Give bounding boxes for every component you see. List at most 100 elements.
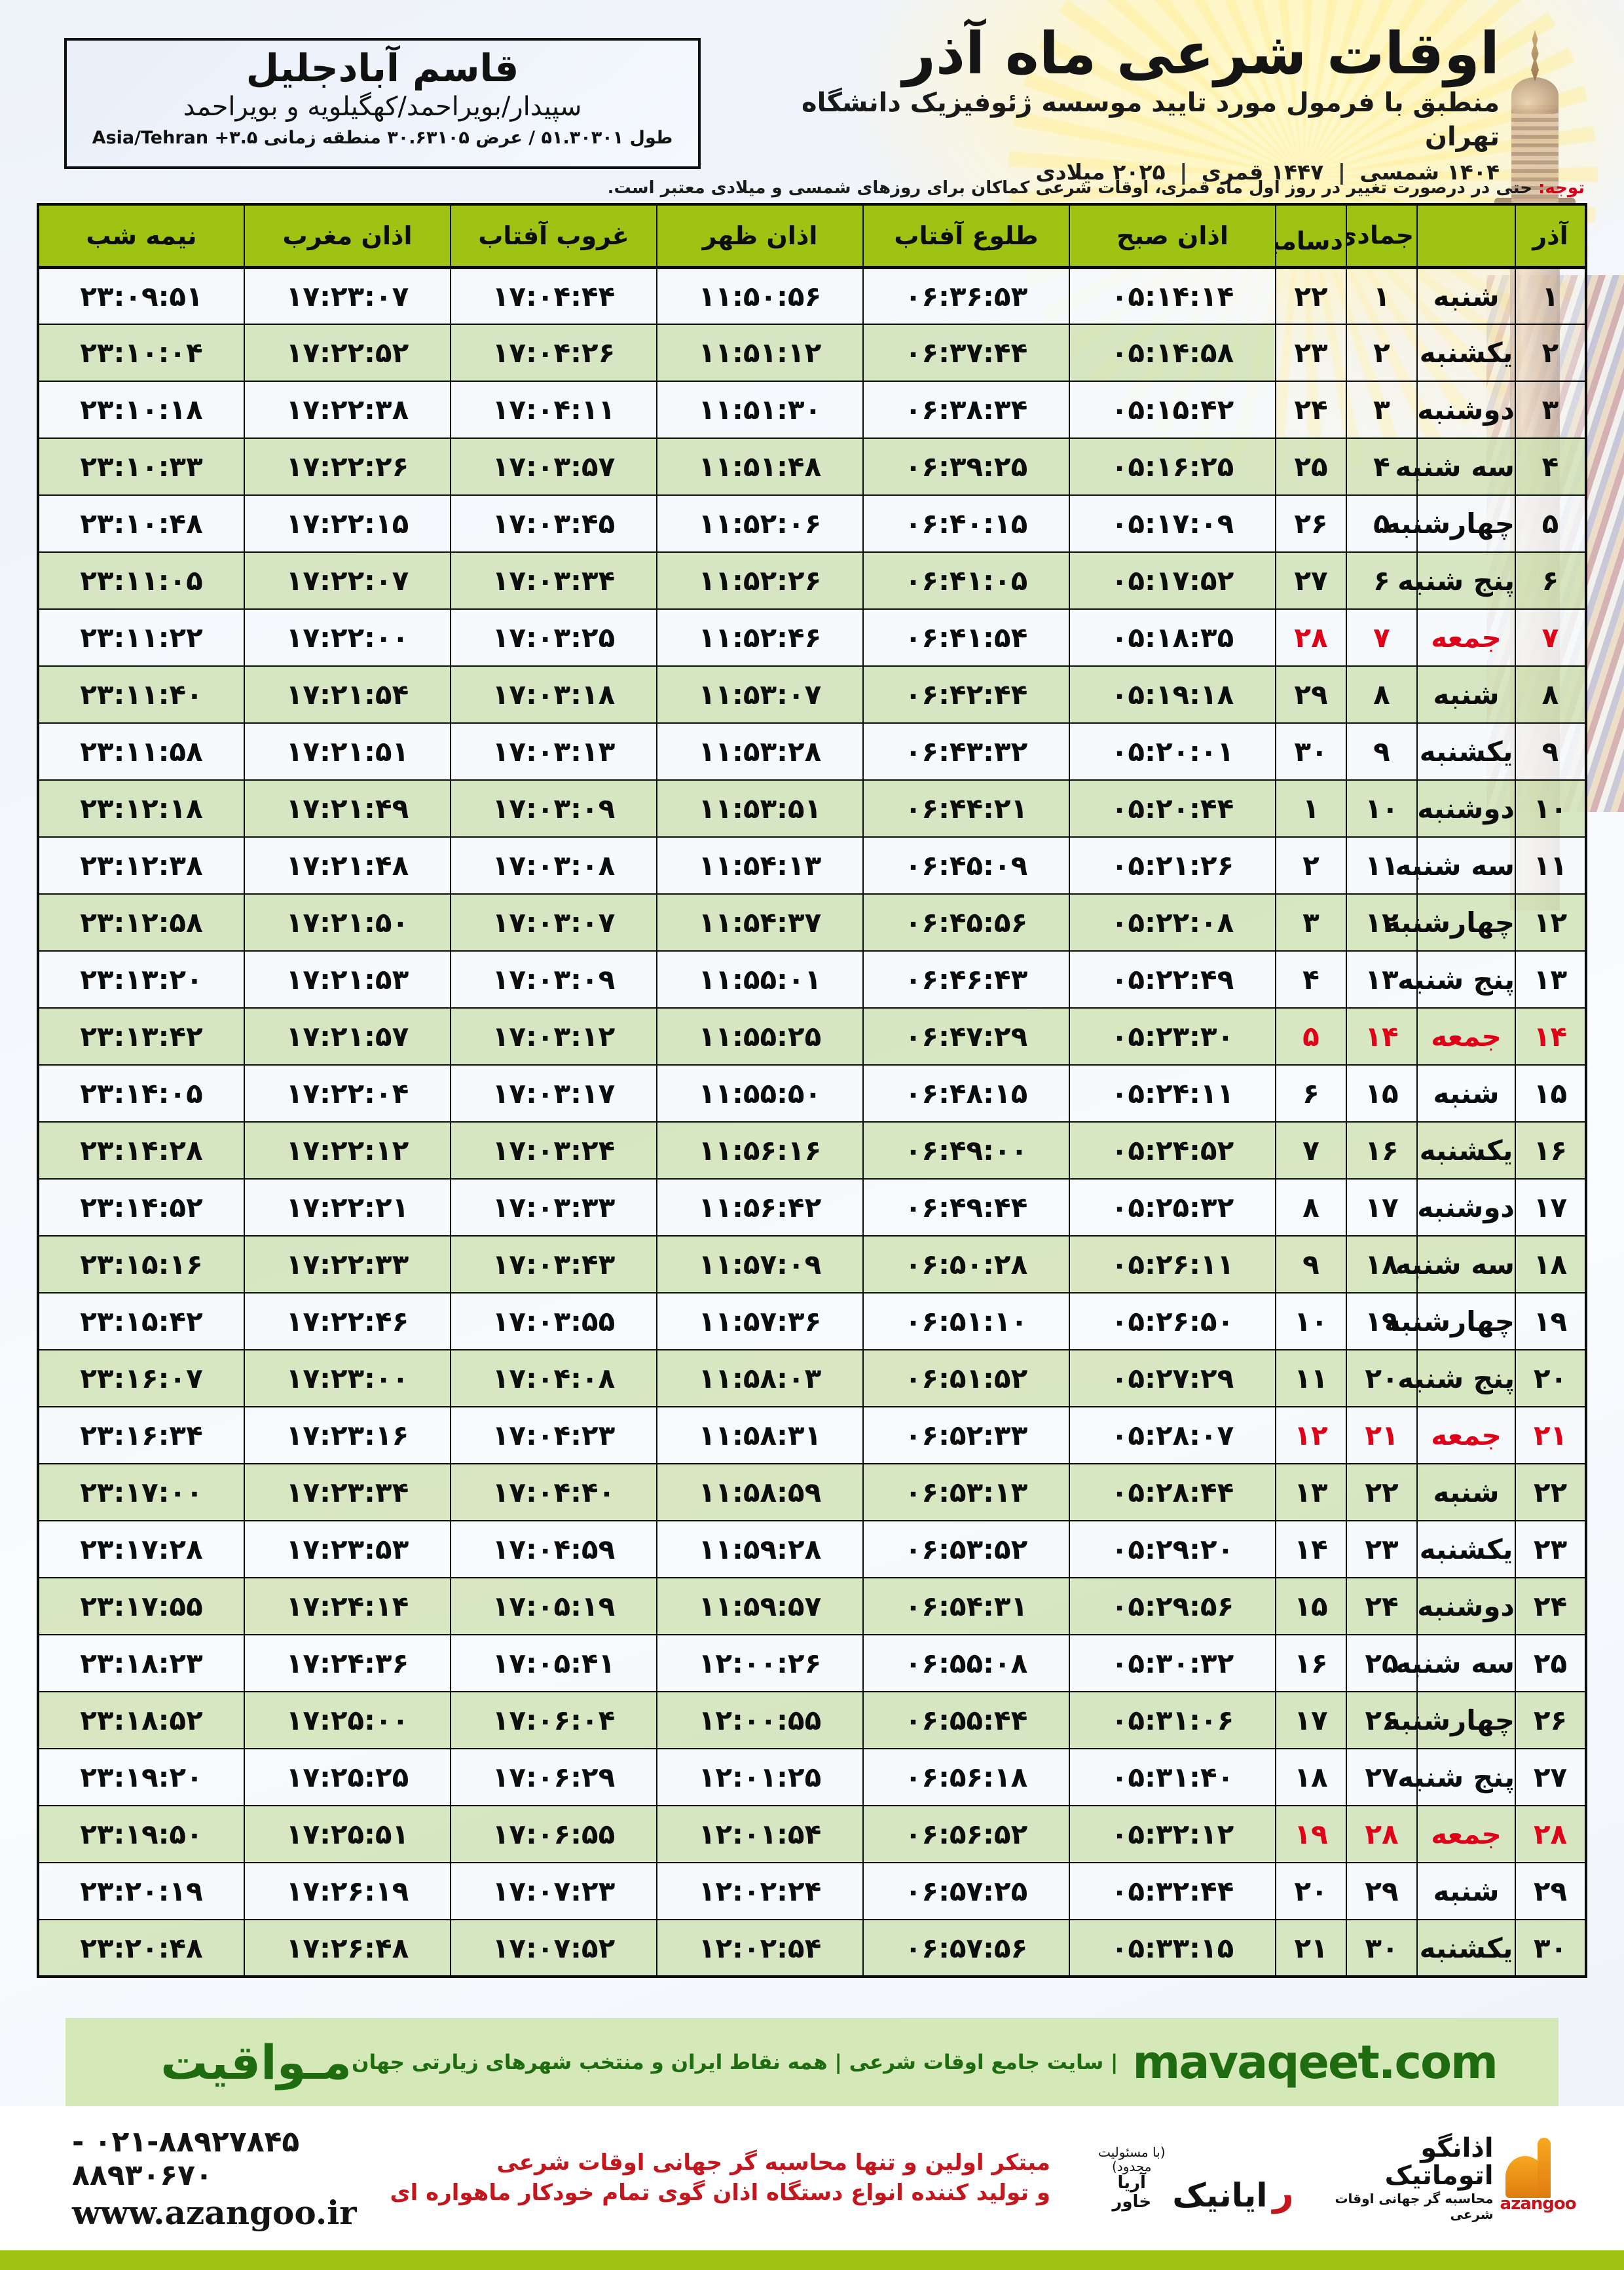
- cell-fajr: ۰۵:۲۰:۰۱: [1069, 722, 1276, 781]
- cell-sunrise: ۰۶:۴۱:۵۴: [862, 608, 1070, 667]
- contact-phone[interactable]: ۰۲۱-۸۸۹۲۷۸۴۵ - ۸۸۹۳۰۶۷۰: [72, 2125, 300, 2192]
- column-header-sunrise: طلوع آفتاب: [862, 204, 1070, 269]
- cell-midnight: ۲۳:۱۱:۵۸: [37, 722, 245, 781]
- cell-weekday: شنبه: [1416, 1463, 1516, 1521]
- table-row: ۲۰ پنج شنبه ۲۰ ۱۱ ۰۵:۲۷:۲۹ ۰۶:۵۱:۵۲ ۱۱:۵۸:۰۳ ۱۷…: [37, 1349, 1587, 1407]
- page-header: قاسم آبادجلیل سپیدار/بویراحمد/کهگیلویه و…: [0, 0, 1624, 203]
- cell-greg: ۳: [1275, 893, 1347, 952]
- cell-sunset: ۱۷:۰۳:۱۷: [450, 1064, 657, 1123]
- cell-sunset: ۱۷:۰۴:۴۴: [450, 267, 657, 325]
- cell-sunrise: ۰۶:۴۲:۴۴: [862, 665, 1070, 724]
- cell-sunset: ۱۷:۰۴:۱۱: [450, 381, 657, 439]
- cell-sunset: ۱۷:۰۳:۴۳: [450, 1235, 657, 1293]
- cell-day: ۷: [1515, 608, 1587, 667]
- table-row: ۴ سه شنبه ۴ ۲۵ ۰۵:۱۶:۲۵ ۰۶:۳۹:۲۵ ۱۱:۵۱:۴۸ ۱۷:۰۳…: [37, 437, 1587, 496]
- contact-website[interactable]: www.azangoo.ir: [72, 2193, 357, 2232]
- cell-weekday: دوشنبه: [1416, 779, 1516, 838]
- cell-midnight: ۲۳:۱۲:۱۸: [37, 779, 245, 838]
- cell-maghrib: ۱۷:۲۴:۳۶: [244, 1634, 451, 1692]
- table-row: ۱۶ یکشنبه ۱۶ ۷ ۰۵:۲۴:۵۲ ۰۶:۴۹:۰۰ ۱۱:۵۶:۱۶ ۱۷:۰۳…: [37, 1121, 1587, 1180]
- cell-fajr: ۰۵:۳۱:۰۶: [1069, 1691, 1276, 1749]
- cell-weekday: جمعه: [1416, 1406, 1516, 1464]
- cell-sunrise: ۰۶:۴۸:۱۵: [862, 1064, 1070, 1123]
- table-row: ۵ چهارشنبه ۵ ۲۶ ۰۵:۱۷:۰۹ ۰۶:۴۰:۱۵ ۱۱:۵۲:۰۶ ۱۷:۰…: [37, 494, 1587, 553]
- cell-weekday: شنبه: [1416, 1862, 1516, 1920]
- cell-fajr: ۰۵:۲۱:۲۶: [1069, 836, 1276, 895]
- cell-maghrib: ۱۷:۲۳:۰۷: [244, 267, 451, 325]
- cell-sunset: ۱۷:۰۴:۰۸: [450, 1349, 657, 1407]
- cell-greg: ۱۹: [1275, 1805, 1347, 1863]
- cell-hijri: ۶: [1346, 551, 1418, 610]
- cell-fajr: ۰۵:۲۷:۲۹: [1069, 1349, 1276, 1407]
- table-row: ۱۴ جمعه ۱۴ ۵ ۰۵:۲۳:۳۰ ۰۶:۴۷:۲۹ ۱۱:۵۵:۲۵ ۱۷:۰۳:۱…: [37, 1007, 1587, 1066]
- mosque-icon: azangoo: [1500, 2138, 1577, 2214]
- cell-greg: ۸: [1275, 1178, 1347, 1237]
- cell-weekday: سه شنبه: [1395, 437, 1516, 496]
- cell-hijri: ۱۸: [1346, 1235, 1418, 1293]
- footer-details: azangoo اذانگو اتوماتیک محاسبه گر جهانی …: [0, 2106, 1624, 2250]
- cell-maghrib: ۱۷:۲۲:۰۷: [244, 551, 451, 610]
- azangoo-logo[interactable]: azangoo اذانگو اتوماتیک محاسبه گر جهانی …: [1323, 2134, 1577, 2222]
- cell-day: ۱۹: [1515, 1292, 1587, 1350]
- cell-midnight: ۲۳:۱۰:۰۴: [37, 324, 245, 382]
- cell-hijri: ۲۲: [1346, 1463, 1418, 1521]
- cell-maghrib: ۱۷:۲۲:۱۵: [244, 494, 451, 553]
- cell-sunrise: ۰۶:۴۹:۰۰: [862, 1121, 1070, 1180]
- cell-midnight: ۲۳:۱۱:۲۲: [37, 608, 245, 667]
- cell-fajr: ۰۵:۱۸:۳۵: [1069, 608, 1276, 667]
- cell-sunset: ۱۷:۰۷:۵۲: [450, 1919, 657, 1977]
- cell-weekday: پنج شنبه: [1397, 1748, 1516, 1806]
- cell-midnight: ۲۳:۱۷:۲۸: [37, 1520, 245, 1578]
- city-name: قاسم آبادجلیل: [246, 46, 520, 90]
- cell-sunrise: ۰۶:۵۶:۵۲: [862, 1805, 1070, 1863]
- table-body: ۱ شنبه ۱ ۲۲ ۰۵:۱۴:۱۴ ۰۶:۳۶:۵۳ ۱۱:۵۰:۵۶ ۱۷:۰۴:۴۴…: [37, 267, 1587, 1977]
- cell-sunset: ۱۷:۰۳:۵۷: [450, 437, 657, 496]
- cell-dhuhr: ۱۱:۵۵:۲۵: [656, 1007, 864, 1066]
- cell-fajr: ۰۵:۲۸:۰۷: [1069, 1406, 1276, 1464]
- brand-website-en[interactable]: mavaqeet.com: [1132, 2035, 1498, 2089]
- cell-weekday: شنبه: [1416, 1064, 1516, 1123]
- cell-fajr: ۰۵:۲۴:۱۱: [1069, 1064, 1276, 1123]
- cell-sunrise: ۰۶:۵۵:۰۸: [862, 1634, 1070, 1692]
- cell-weekday: پنج شنبه: [1397, 551, 1516, 610]
- cell-maghrib: ۱۷:۲۳:۰۰: [244, 1349, 451, 1407]
- cell-greg: ۲۹: [1275, 665, 1347, 724]
- cell-dhuhr: ۱۲:۰۰:۲۶: [656, 1634, 864, 1692]
- table-row: ۱ شنبه ۱ ۲۲ ۰۵:۱۴:۱۴ ۰۶:۳۶:۵۳ ۱۱:۵۰:۵۶ ۱۷:۰۴:۴۴…: [37, 267, 1587, 325]
- cell-weekday: یکشنبه: [1416, 1520, 1516, 1578]
- company-slogan: مبتکر اولین و تنها محاسبه گر جهانی اوقات…: [390, 2148, 1050, 2208]
- prayer-times-table-wrapper: آذر جمادی الثانی/نوامبر دسامبر اذان صبح …: [37, 203, 1587, 1978]
- cell-sunrise: ۰۶:۵۱:۵۲: [862, 1349, 1070, 1407]
- table-row: ۳۰ یکشنبه ۳۰ ۲۱ ۰۵:۳۳:۱۵ ۰۶:۵۷:۵۶ ۱۲:۰۲:۵۴ ۱۷:۰…: [37, 1919, 1587, 1977]
- cell-maghrib: ۱۷:۲۵:۲۵: [244, 1748, 451, 1806]
- cell-weekday: سه شنبه: [1395, 1634, 1516, 1692]
- note-label: توجه:: [1538, 178, 1585, 198]
- cell-hijri: ۷: [1346, 608, 1418, 667]
- table-row: ۱۹ چهارشنبه ۱۹ ۱۰ ۰۵:۲۶:۵۰ ۰۶:۵۱:۱۰ ۱۱:۵۷:۳۶ ۱۷…: [37, 1292, 1587, 1350]
- cell-maghrib: ۱۷:۲۱:۵۰: [244, 893, 451, 952]
- cell-midnight: ۲۳:۱۹:۵۰: [37, 1805, 245, 1863]
- cell-dhuhr: ۱۲:۰۲:۲۴: [656, 1862, 864, 1920]
- rayanik-logo[interactable]: ر ایانیک (با مسئولیت محدود) آریا خاور: [1096, 2145, 1294, 2211]
- table-row: ۲۵ سه شنبه ۲۵ ۱۶ ۰۵:۳۰:۳۲ ۰۶:۵۵:۰۸ ۱۲:۰۰:۲۶ ۱۷:…: [37, 1634, 1587, 1692]
- cell-sunrise: ۰۶:۵۷:۲۵: [862, 1862, 1070, 1920]
- table-row: ۱۱ سه شنبه ۱۱ ۲ ۰۵:۲۱:۲۶ ۰۶:۴۵:۰۹ ۱۱:۵۴:۱۳ ۱۷:۰…: [37, 836, 1587, 895]
- cell-sunrise: ۰۶:۵۱:۱۰: [862, 1292, 1070, 1350]
- cell-midnight: ۲۳:۱۱:۴۰: [37, 665, 245, 724]
- cell-day: ۱۰: [1515, 779, 1587, 838]
- cell-sunset: ۱۷:۰۴:۵۹: [450, 1520, 657, 1578]
- cell-dhuhr: ۱۱:۵۳:۵۱: [656, 779, 864, 838]
- cell-hijri: ۸: [1346, 665, 1418, 724]
- cell-fajr: ۰۵:۲۲:۰۸: [1069, 893, 1276, 952]
- table-row: ۲۴ دوشنبه ۲۴ ۱۵ ۰۵:۲۹:۵۶ ۰۶:۵۴:۳۱ ۱۱:۵۹:۵۷ ۱۷:۰…: [37, 1577, 1587, 1635]
- table-row: ۱۲ چهارشنبه ۱۲ ۳ ۰۵:۲۲:۰۸ ۰۶:۴۵:۵۶ ۱۱:۵۴:۳۷ ۱۷:…: [37, 893, 1587, 952]
- cell-day: ۲۰: [1515, 1349, 1587, 1407]
- cell-hijri: ۱۵: [1346, 1064, 1418, 1123]
- cell-dhuhr: ۱۱:۵۸:۵۹: [656, 1463, 864, 1521]
- table-head: آذر جمادی الثانی/نوامبر دسامبر اذان صبح …: [37, 204, 1587, 269]
- cell-greg: ۱۶: [1275, 1634, 1347, 1692]
- table-row: ۳ دوشنبه ۳ ۲۴ ۰۵:۱۵:۴۲ ۰۶:۳۸:۳۴ ۱۱:۵۱:۳۰ ۱۷:۰۴:…: [37, 381, 1587, 439]
- note-line: توجه: حتی در درصورت تغییر در روز اول ماه…: [39, 178, 1585, 198]
- cell-hijri: ۱۲: [1346, 893, 1418, 952]
- cell-dhuhr: ۱۱:۵۸:۰۳: [656, 1349, 864, 1407]
